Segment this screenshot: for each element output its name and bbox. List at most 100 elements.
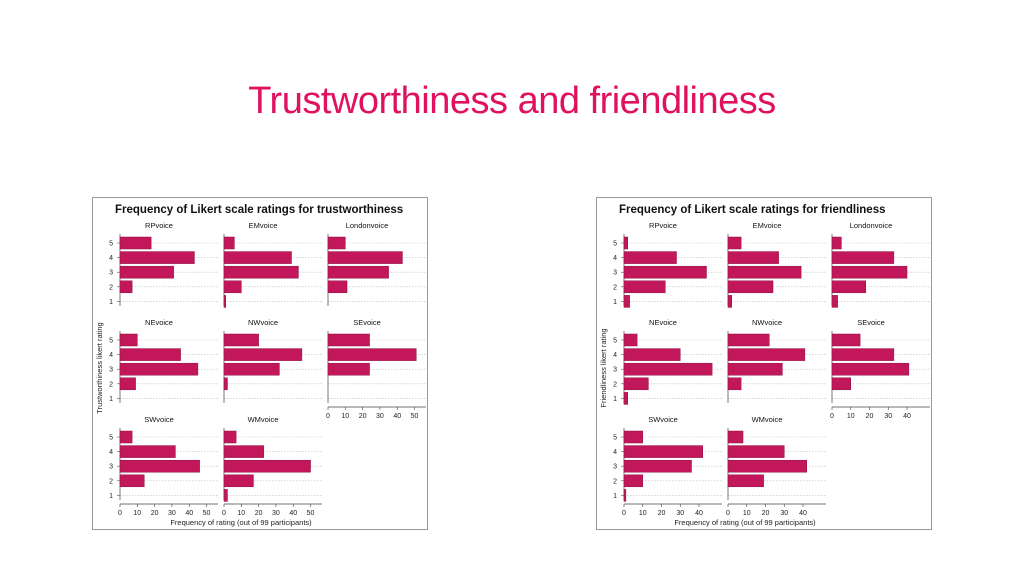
bar-nwvoice-rating-3 bbox=[223, 362, 280, 376]
bar-swvoice-rating-2 bbox=[623, 474, 643, 488]
panel-sevoice: SEvoice 0 10 20 30 40 bbox=[830, 318, 930, 420]
panel-label: Londonvoice bbox=[850, 221, 893, 230]
y-axis-title: Trustworthiness likert rating bbox=[95, 322, 104, 413]
y-tick-label: 2 bbox=[109, 381, 113, 388]
x-axis-title: Frequency of rating (out of 99 participa… bbox=[170, 518, 312, 527]
panel-label: NWvoice bbox=[752, 318, 782, 327]
bar-emvoice-rating-2 bbox=[223, 280, 242, 294]
bar-nwvoice-rating-5 bbox=[223, 333, 259, 347]
x-tick-label: 10 bbox=[341, 413, 349, 420]
x-tick-label: 20 bbox=[762, 510, 770, 517]
bar-wmvoice-rating-3 bbox=[727, 459, 807, 473]
x-tick-label: 50 bbox=[307, 510, 315, 517]
bar-sevoice-rating-4 bbox=[831, 348, 895, 361]
bar-wmvoice-rating-4 bbox=[223, 445, 265, 458]
bar-swvoice-rating-3 bbox=[623, 459, 692, 473]
panel-label: EMvoice bbox=[249, 221, 278, 230]
bar-rpvoice-rating-2 bbox=[119, 280, 133, 294]
bar-londonvoice-rating-3 bbox=[831, 265, 908, 279]
y-tick-label: 4 bbox=[109, 352, 113, 359]
y-tick-label: 3 bbox=[109, 367, 113, 374]
bar-wmvoice-rating-3 bbox=[223, 459, 311, 473]
panel-nwvoice: NWvoice bbox=[727, 318, 826, 403]
y-tick-label: 5 bbox=[613, 241, 617, 248]
bar-londonvoice-rating-2 bbox=[327, 280, 348, 294]
bar-nwvoice-rating-4 bbox=[223, 348, 303, 361]
y-tick-label: 4 bbox=[109, 255, 113, 262]
x-tick-label: 30 bbox=[780, 510, 788, 517]
panel-londonvoice: Londonvoice bbox=[327, 221, 426, 306]
bar-swvoice-rating-2 bbox=[119, 474, 145, 488]
y-axis-title: Friendliness likert rating bbox=[599, 328, 608, 407]
y-tick-label: 1 bbox=[109, 396, 113, 403]
bar-londonvoice-rating-5 bbox=[831, 236, 842, 250]
panel-label: SEvoice bbox=[857, 318, 885, 327]
panel-label: NEvoice bbox=[649, 318, 677, 327]
bar-emvoice-rating-1 bbox=[727, 295, 732, 308]
x-tick-label: 0 bbox=[222, 510, 226, 517]
friendliness-figure: Frequency of Likert scale ratings for fr… bbox=[596, 197, 932, 530]
x-tick-label: 0 bbox=[726, 510, 730, 517]
bar-nwvoice-rating-5 bbox=[727, 333, 770, 347]
y-tick-label: 2 bbox=[613, 284, 617, 291]
panel-nevoice: NEvoice 1 2 3 4 5 bbox=[109, 318, 218, 403]
panel-emvoice: EMvoice bbox=[727, 221, 826, 308]
bar-rpvoice-rating-4 bbox=[623, 251, 677, 264]
bar-sevoice-rating-3 bbox=[831, 362, 910, 376]
bar-wmvoice-rating-2 bbox=[223, 474, 254, 488]
panel-label: NEvoice bbox=[145, 318, 173, 327]
x-tick-label: 30 bbox=[376, 413, 384, 420]
x-tick-label: 0 bbox=[118, 510, 122, 517]
bar-londonvoice-rating-4 bbox=[831, 251, 895, 264]
bar-sevoice-rating-2 bbox=[831, 377, 851, 391]
bar-sevoice-rating-3 bbox=[327, 362, 370, 376]
trustworthiness-figure: Frequency of Likert scale ratings for tr… bbox=[92, 197, 428, 530]
bar-emvoice-rating-3 bbox=[223, 265, 299, 279]
panel-label: RPvoice bbox=[649, 221, 677, 230]
bar-nevoice-rating-2 bbox=[623, 377, 649, 391]
bar-nwvoice-rating-4 bbox=[727, 348, 806, 361]
panel-wmvoice: WMvoice 0 10 20 30 40 50 bbox=[222, 415, 322, 517]
x-tick-label: 20 bbox=[866, 413, 874, 420]
panel-label: SEvoice bbox=[353, 318, 381, 327]
y-tick-label: 1 bbox=[613, 396, 617, 403]
bar-wmvoice-rating-1 bbox=[223, 489, 228, 502]
y-tick-label: 3 bbox=[109, 270, 113, 277]
chart-title: Frequency of Likert scale ratings for tr… bbox=[115, 204, 403, 216]
x-axis-title: Frequency of rating (out of 99 participa… bbox=[674, 518, 816, 527]
bar-rpvoice-rating-3 bbox=[119, 265, 174, 279]
y-tick-label: 3 bbox=[613, 464, 617, 471]
y-tick-label: 4 bbox=[109, 449, 113, 456]
bar-rpvoice-rating-5 bbox=[119, 236, 152, 250]
bar-wmvoice-rating-5 bbox=[727, 430, 744, 444]
y-tick-label: 5 bbox=[613, 435, 617, 442]
bar-nevoice-rating-5 bbox=[623, 333, 638, 347]
panel-emvoice: EMvoice bbox=[223, 221, 322, 308]
x-tick-label: 40 bbox=[903, 413, 911, 420]
bar-rpvoice-rating-4 bbox=[119, 251, 195, 264]
y-tick-label: 5 bbox=[109, 435, 113, 442]
bar-londonvoice-rating-1 bbox=[831, 295, 838, 308]
bar-nevoice-rating-1 bbox=[623, 392, 628, 405]
x-tick-label: 40 bbox=[393, 413, 401, 420]
bar-londonvoice-rating-3 bbox=[327, 265, 389, 279]
bar-rpvoice-rating-5 bbox=[623, 236, 628, 250]
bar-swvoice-rating-5 bbox=[119, 430, 133, 444]
x-tick-label: 30 bbox=[168, 510, 176, 517]
y-tick-label: 2 bbox=[109, 284, 113, 291]
panel-londonvoice: Londonvoice bbox=[831, 221, 930, 308]
x-tick-label: 10 bbox=[743, 510, 751, 517]
panel-label: EMvoice bbox=[753, 221, 782, 230]
bar-swvoice-rating-5 bbox=[623, 430, 643, 444]
panel-rpvoice: RPvoice 1 2 3 4 5 bbox=[613, 221, 722, 308]
bar-nevoice-rating-4 bbox=[623, 348, 681, 361]
y-tick-label: 5 bbox=[109, 241, 113, 248]
x-tick-label: 10 bbox=[237, 510, 245, 517]
x-tick-label: 0 bbox=[622, 510, 626, 517]
panel-nevoice: NEvoice 1 2 3 4 5 bbox=[613, 318, 722, 405]
y-tick-label: 5 bbox=[109, 338, 113, 345]
bar-nevoice-rating-2 bbox=[119, 377, 136, 391]
x-tick-label: 0 bbox=[326, 413, 330, 420]
bar-londonvoice-rating-5 bbox=[327, 236, 346, 250]
